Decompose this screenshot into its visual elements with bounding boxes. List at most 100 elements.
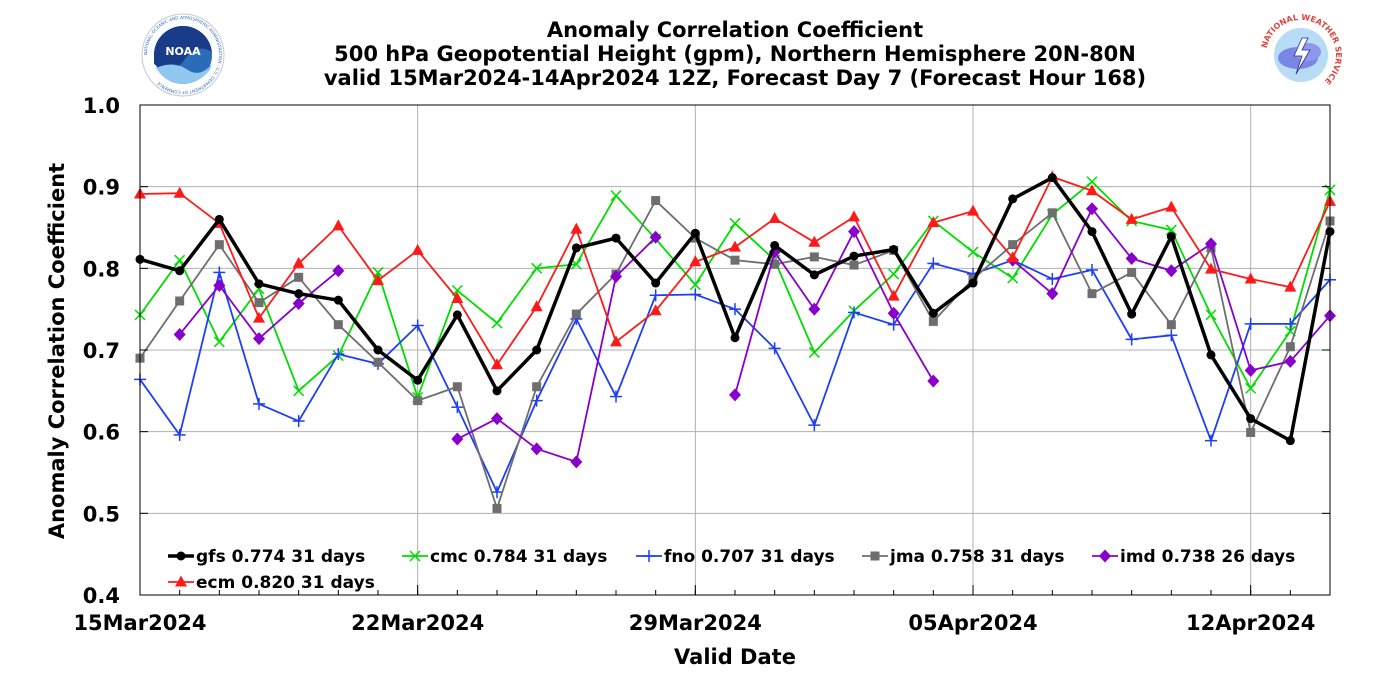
- data-point-fno: [173, 428, 186, 441]
- series-line-imd: [456, 236, 657, 463]
- data-point-jma: [1127, 267, 1137, 277]
- data-point-gfs: [333, 295, 343, 305]
- legend: gfs 0.774 31 days cmc 0.784 31 days fno 0.…: [168, 547, 1295, 593]
- data-point-jma: [373, 357, 383, 367]
- data-point-imd: [1284, 354, 1297, 368]
- data-point-imd: [253, 332, 265, 346]
- data-point-imd: [530, 442, 543, 456]
- legend-item-gfs: gfs 0.774 31 days: [168, 547, 365, 567]
- x-tick-label: 12Apr2024: [1186, 611, 1315, 635]
- legend-marker-cmc: [409, 550, 421, 562]
- data-point-ecm: [530, 300, 543, 312]
- data-point-jma: [175, 296, 185, 306]
- data-point-imd: [173, 327, 186, 341]
- legend-label-fno: fno 0.707 31 days: [664, 547, 835, 567]
- data-point-gfs: [1285, 436, 1295, 446]
- data-point-fno: [1046, 272, 1059, 285]
- data-point-gfs: [413, 375, 423, 385]
- data-point-gfs: [809, 270, 819, 280]
- data-point-ecm: [808, 235, 821, 247]
- data-point-gfs: [690, 228, 700, 238]
- data-point-fno: [451, 401, 464, 414]
- legend-marker-jma: [870, 551, 880, 561]
- data-point-jma: [809, 252, 819, 262]
- data-point-ecm: [1086, 184, 1098, 196]
- legend-item-cmc: cmc 0.784 31 days: [402, 547, 607, 567]
- data-point-fno: [1205, 434, 1217, 447]
- data-point-ecm: [927, 216, 940, 228]
- data-point-gfs: [532, 345, 542, 355]
- y-tick-label: 0.8: [83, 257, 120, 281]
- data-point-ecm: [887, 289, 900, 301]
- data-point-gfs: [849, 251, 859, 261]
- data-point-imd: [1165, 264, 1178, 278]
- legend-marker-imd: [1099, 549, 1111, 563]
- data-point-gfs: [928, 308, 938, 318]
- data-point-gfs: [373, 345, 383, 355]
- legend-label-jma: jma 0.758 31 days: [889, 547, 1065, 567]
- series-fno: [134, 254, 1336, 499]
- data-point-gfs: [294, 289, 304, 299]
- data-point-fno: [1244, 317, 1257, 330]
- data-point-gfs: [1166, 231, 1176, 241]
- data-point-imd: [332, 264, 345, 278]
- data-point-ecm: [1006, 251, 1019, 263]
- data-point-gfs: [968, 278, 978, 288]
- series-layer: [134, 170, 1336, 513]
- legend-label-cmc: cmc 0.784 31 days: [430, 547, 607, 567]
- data-point-ecm: [411, 243, 424, 255]
- data-point-imd: [1125, 252, 1138, 266]
- y-tick-label: 1.0: [83, 94, 120, 118]
- chart-subtitle-validity: valid 15Mar2024-14Apr2024 12Z, Forecast …: [323, 66, 1147, 90]
- data-point-ecm: [768, 212, 781, 224]
- data-point-cmc: [1165, 224, 1177, 236]
- data-point-fno: [768, 342, 781, 355]
- data-point-imd: [213, 278, 226, 292]
- y-axis-label: Anomaly Correlation Coefficient: [45, 163, 69, 539]
- data-point-imd: [570, 455, 583, 469]
- data-point-jma: [651, 196, 661, 206]
- data-point-imd: [1205, 237, 1217, 251]
- legend-item-ecm: ecm 0.820 31 days: [168, 573, 375, 593]
- data-point-ecm: [649, 304, 662, 316]
- chart-title: Anomaly Correlation Coefficient: [546, 18, 924, 42]
- chart-title-block: Anomaly Correlation Coefficient 500 hPa …: [0, 18, 1400, 90]
- data-point-fno: [689, 288, 702, 301]
- data-point-cmc: [729, 217, 741, 229]
- data-point-fno: [1086, 263, 1098, 276]
- series-line-imd: [734, 230, 935, 396]
- data-point-jma: [730, 255, 740, 265]
- data-point-jma: [333, 320, 343, 330]
- data-point-cmc: [1086, 176, 1098, 188]
- data-point-cmc: [1245, 382, 1257, 394]
- series-gfs: [135, 173, 1335, 446]
- data-point-jma: [492, 503, 502, 513]
- data-point-gfs: [452, 310, 462, 320]
- data-point-gfs: [651, 278, 661, 288]
- data-point-ecm: [253, 311, 265, 323]
- data-point-ecm: [689, 255, 702, 267]
- noaa-logo: NOAA NATIONAL OCEANIC AND ATMOSPHERIC AD…: [141, 13, 225, 97]
- data-point-ecm: [967, 204, 979, 216]
- data-point-gfs: [1127, 309, 1137, 319]
- data-point-fno: [491, 486, 503, 499]
- data-point-gfs: [1087, 227, 1097, 237]
- data-point-ecm: [570, 222, 583, 234]
- legend-label-ecm: ecm 0.820 31 days: [196, 573, 375, 593]
- x-tick-label: 22Mar2024: [351, 611, 484, 635]
- data-point-gfs: [770, 240, 780, 250]
- data-point-imd: [1086, 202, 1098, 216]
- data-point-imd: [649, 230, 662, 244]
- legend-item-imd: imd 0.738 26 days: [1092, 547, 1295, 567]
- data-point-fno: [1284, 317, 1297, 330]
- data-point-fno: [649, 289, 662, 302]
- data-point-fno: [887, 318, 900, 331]
- data-point-jma: [928, 316, 938, 326]
- data-point-jma: [452, 382, 462, 392]
- data-point-imd: [808, 302, 821, 316]
- data-point-ecm: [292, 256, 305, 268]
- data-point-ecm: [332, 219, 345, 231]
- data-point-jma: [1008, 240, 1018, 250]
- data-point-gfs: [889, 245, 899, 255]
- data-point-ecm: [1165, 200, 1178, 212]
